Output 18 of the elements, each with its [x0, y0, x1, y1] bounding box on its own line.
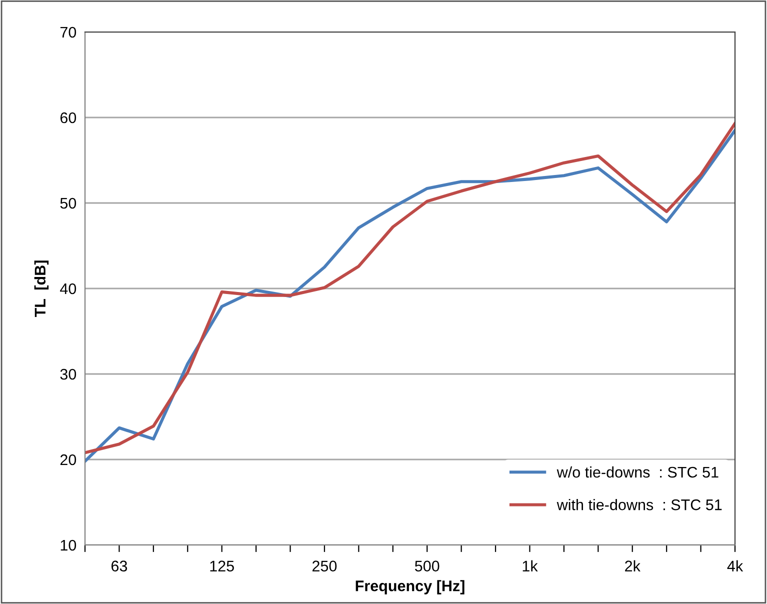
y-axis-title: TL [dB] — [34, 260, 49, 318]
y-tick-label: 10 — [60, 540, 76, 551]
x-tick-label: 4k — [727, 560, 744, 572]
x-tick-label: 250 — [312, 560, 337, 572]
legend-label: with tie-downs : STC 51 — [556, 498, 722, 510]
legend-label: w/o tie-downs : STC 51 — [556, 466, 718, 478]
y-tick-label: 60 — [60, 112, 76, 124]
y-tick-label: 20 — [60, 454, 76, 466]
x-tick-label: 500 — [414, 560, 440, 572]
x-tick-label: 1k — [522, 560, 538, 572]
x-tick-label: 63 — [111, 560, 128, 572]
y-tick-label: 50 — [60, 198, 76, 209]
y-tick-label: 70 — [60, 26, 76, 38]
y-tick-label: 40 — [60, 283, 76, 294]
x-tick-label: 125 — [210, 560, 234, 572]
y-tick-label: 30 — [60, 368, 76, 380]
x-axis-title: Frequency [Hz] — [356, 580, 464, 594]
x-tick-label: 2k — [625, 560, 640, 572]
